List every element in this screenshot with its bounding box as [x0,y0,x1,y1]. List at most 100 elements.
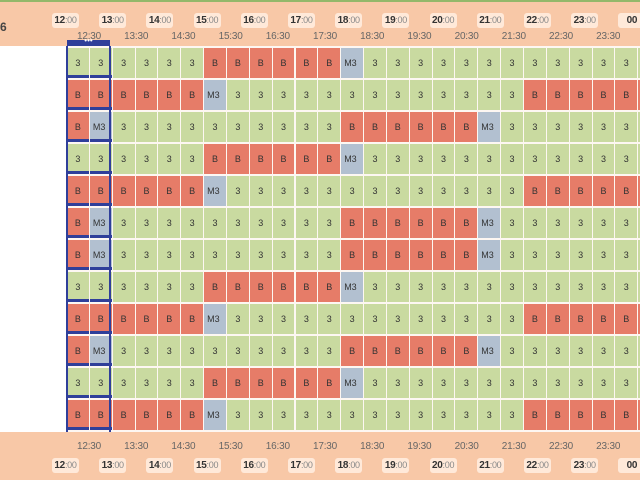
schedule-cell[interactable]: 3 [546,112,569,142]
schedule-cell[interactable]: 3 [501,336,523,366]
schedule-cell[interactable]: B [455,336,478,366]
schedule-cell[interactable]: B [638,80,640,110]
schedule-cell[interactable]: 3 [592,208,615,238]
schedule-cell[interactable]: 3 [295,400,318,430]
schedule-cell[interactable]: B [615,400,638,430]
schedule-cell[interactable]: 3 [615,272,638,302]
schedule-cell[interactable]: 3 [546,48,569,78]
schedule-cell[interactable]: M3 [204,304,226,334]
schedule-cell[interactable]: B [569,400,592,430]
schedule-cell[interactable]: B [181,176,204,206]
schedule-cell[interactable]: 3 [546,272,569,302]
schedule-cell[interactable]: 3 [478,272,501,302]
schedule-cell[interactable]: 3 [638,208,640,238]
schedule-cell[interactable]: B [112,176,135,206]
schedule-cell[interactable]: 3 [592,336,615,366]
schedule-cell[interactable]: B [67,304,89,334]
schedule-cell[interactable]: B [67,400,89,430]
schedule-cell[interactable]: B [386,336,409,366]
schedule-cell[interactable]: 3 [386,400,409,430]
schedule-cell[interactable]: 3 [272,336,295,366]
schedule-cell[interactable]: M3 [341,368,364,398]
current-time-marker[interactable]: ••• [67,37,110,46]
schedule-cell[interactable]: 3 [226,112,249,142]
schedule-cell[interactable]: 3 [318,80,341,110]
schedule-cell[interactable]: B [272,272,295,302]
schedule-cell[interactable]: 3 [546,368,569,398]
schedule-cell[interactable]: 3 [386,176,409,206]
schedule-cell[interactable]: B [226,144,249,174]
schedule-cell[interactable]: B [341,336,364,366]
schedule-cell[interactable]: B [432,336,455,366]
schedule-cell[interactable]: B [318,272,341,302]
schedule-cell[interactable]: 3 [569,240,592,270]
schedule-cell[interactable]: 3 [249,208,272,238]
schedule-cell[interactable]: 3 [226,240,249,270]
schedule-cell[interactable]: 3 [638,336,640,366]
schedule-cell[interactable]: 3 [364,80,386,110]
schedule-cell[interactable]: 3 [501,176,523,206]
schedule-cell[interactable]: B [158,176,181,206]
schedule-cell[interactable]: 3 [592,144,615,174]
schedule-cell[interactable]: B [546,304,569,334]
schedule-cell[interactable]: 3 [181,48,204,78]
schedule-cell[interactable]: 3 [204,336,226,366]
schedule-cell[interactable]: 3 [135,144,158,174]
schedule-cell[interactable]: 3 [112,144,135,174]
schedule-cell[interactable]: 3 [135,336,158,366]
schedule-cell[interactable]: B [158,304,181,334]
schedule-cell[interactable]: 3 [89,144,112,174]
schedule-cell[interactable]: 3 [478,48,501,78]
schedule-cell[interactable]: B [226,272,249,302]
schedule-cell[interactable]: B [249,272,272,302]
schedule-cell[interactable]: 3 [455,272,478,302]
schedule-cell[interactable]: M3 [204,80,226,110]
schedule-cell[interactable]: 3 [226,304,249,334]
schedule-cell[interactable]: B [204,272,226,302]
schedule-cell[interactable]: B [592,304,615,334]
schedule-cell[interactable]: 3 [226,176,249,206]
schedule-cell[interactable]: B [386,112,409,142]
schedule-cell[interactable]: 3 [432,272,455,302]
schedule-cell[interactable]: 3 [295,240,318,270]
schedule-cell[interactable]: 3 [638,144,640,174]
schedule-cell[interactable]: B [592,176,615,206]
schedule-cell[interactable]: 3 [569,112,592,142]
schedule-cell[interactable]: 3 [478,368,501,398]
schedule-cell[interactable]: B [409,112,432,142]
schedule-cell[interactable]: B [455,112,478,142]
schedule-cell[interactable]: 3 [67,144,89,174]
schedule-cell[interactable]: 3 [501,144,523,174]
schedule-cell[interactable]: 3 [546,208,569,238]
schedule-cell[interactable]: 3 [295,112,318,142]
schedule-cell[interactable]: 3 [67,272,89,302]
schedule-cell[interactable]: 3 [432,368,455,398]
schedule-cell[interactable]: 3 [181,144,204,174]
schedule-cell[interactable]: 3 [546,336,569,366]
schedule-cell[interactable]: 3 [409,144,432,174]
schedule-cell[interactable]: B [67,208,89,238]
schedule-cell[interactable]: 3 [638,272,640,302]
schedule-cell[interactable]: M3 [204,400,226,430]
schedule-cell[interactable]: 3 [226,400,249,430]
schedule-cell[interactable]: 3 [226,208,249,238]
schedule-cell[interactable]: 3 [592,272,615,302]
schedule-cell[interactable]: B [592,400,615,430]
schedule-cell[interactable]: B [204,48,226,78]
schedule-cell[interactable]: 3 [569,272,592,302]
schedule-cell[interactable]: 3 [272,400,295,430]
schedule-cell[interactable]: B [318,144,341,174]
schedule-cell[interactable]: B [249,48,272,78]
schedule-cell[interactable]: 3 [226,336,249,366]
schedule-cell[interactable]: B [409,208,432,238]
schedule-cell[interactable]: M3 [89,208,112,238]
schedule-cell[interactable]: 3 [386,80,409,110]
schedule-cell[interactable]: B [524,400,546,430]
schedule-cell[interactable]: 3 [501,48,523,78]
schedule-cell[interactable]: 3 [615,48,638,78]
schedule-cell[interactable]: 3 [112,240,135,270]
schedule-cell[interactable]: 3 [546,144,569,174]
schedule-cell[interactable]: M3 [341,272,364,302]
schedule-cell[interactable]: B [181,80,204,110]
schedule-cell[interactable]: 3 [158,144,181,174]
